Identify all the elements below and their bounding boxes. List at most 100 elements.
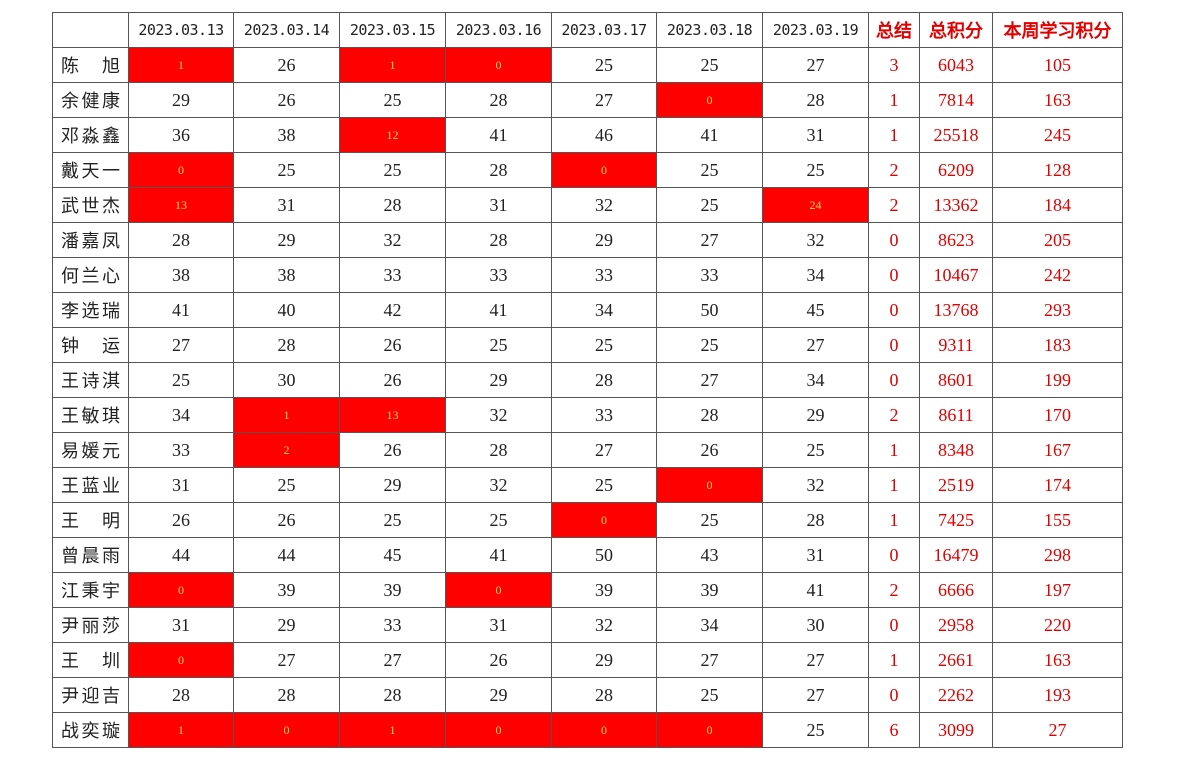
score-cell: 8348 [919, 432, 993, 468]
score-cell: 42 [339, 292, 446, 328]
score-cell: 30 [762, 607, 869, 643]
score-cell: 39 [656, 572, 763, 608]
score-cell: 1 [868, 432, 920, 468]
table-row: 钟 运 27 28 26 25 25 25 27 0 9311 183 [52, 327, 1123, 363]
score-cell: 25 [762, 152, 869, 188]
score-cell: 31 [762, 117, 869, 153]
score-cell: 40 [233, 292, 340, 328]
header-cell: 2023.03.19 [762, 12, 869, 48]
score-cell: 44 [128, 537, 234, 573]
table-row: 王诗淇 25 30 26 29 28 27 34 0 8601 199 [52, 362, 1123, 398]
score-cell: 7425 [919, 502, 993, 538]
score-cell: 25 [551, 327, 657, 363]
score-cell: 174 [992, 467, 1123, 503]
score-cell: 0 [445, 47, 552, 83]
score-cell: 13768 [919, 292, 993, 328]
score-cell: 0 [128, 152, 234, 188]
score-cell: 0 [445, 712, 552, 748]
name-cell: 陈 旭 [52, 47, 129, 83]
score-cell: 33 [656, 257, 763, 293]
score-cell: 39 [233, 572, 340, 608]
score-cell: 39 [339, 572, 446, 608]
score-cell: 24 [762, 187, 869, 223]
score-cell: 1 [128, 712, 234, 748]
table-body: 陈 旭 1 26 1 0 25 25 27 3 6043 105 余健康 29 26 25 28 27 0 28 1 7… [52, 47, 1123, 748]
score-cell: 163 [992, 642, 1123, 678]
score-cell: 41 [445, 117, 552, 153]
table-row: 王 明 26 26 25 25 0 25 28 1 7425 155 [52, 502, 1123, 538]
name-cell: 易媛元 [52, 432, 129, 468]
score-cell: 26 [656, 432, 763, 468]
header-cell: 本周学习积分 [992, 12, 1123, 48]
name-cell: 战奕璇 [52, 712, 129, 748]
score-cell: 245 [992, 117, 1123, 153]
score-cell: 128 [992, 152, 1123, 188]
score-cell: 29 [339, 467, 446, 503]
score-cell: 0 [656, 712, 763, 748]
table-row: 何兰心 38 38 33 33 33 33 34 0 10467 242 [52, 257, 1123, 293]
table-row: 邓淼鑫 36 38 12 41 46 41 31 1 25518 245 [52, 117, 1123, 153]
score-cell: 28 [762, 82, 869, 118]
score-cell: 25 [339, 82, 446, 118]
header-cell: 2023.03.17 [551, 12, 657, 48]
score-cell: 199 [992, 362, 1123, 398]
score-cell: 13 [339, 397, 446, 433]
header-row: 2023.03.13 2023.03.14 2023.03.15 2023.03.16… [52, 12, 1123, 48]
header-cell: 2023.03.13 [128, 12, 234, 48]
name-cell: 江秉宇 [52, 572, 129, 608]
score-cell: 170 [992, 397, 1123, 433]
name-cell: 武世杰 [52, 187, 129, 223]
score-cell: 31 [233, 187, 340, 223]
score-cell: 28 [445, 82, 552, 118]
score-cell: 25 [762, 712, 869, 748]
score-cell: 28 [233, 327, 340, 363]
score-cell: 12 [339, 117, 446, 153]
score-cell: 27 [762, 47, 869, 83]
score-cell: 0 [868, 257, 920, 293]
score-cell: 41 [445, 292, 552, 328]
score-cell: 197 [992, 572, 1123, 608]
table-row: 陈 旭 1 26 1 0 25 25 27 3 6043 105 [52, 47, 1123, 83]
score-cell: 27 [762, 642, 869, 678]
score-cell: 25 [656, 47, 763, 83]
score-cell: 1 [868, 117, 920, 153]
score-cell: 27 [339, 642, 446, 678]
name-cell: 潘嘉凤 [52, 222, 129, 258]
score-cell: 25 [656, 327, 763, 363]
score-cell: 34 [551, 292, 657, 328]
score-cell: 1 [339, 712, 446, 748]
score-cell: 27 [233, 642, 340, 678]
name-cell: 王蓝业 [52, 467, 129, 503]
score-cell: 1 [868, 467, 920, 503]
score-cell: 27 [992, 712, 1123, 748]
header-cell: 2023.03.15 [339, 12, 446, 48]
score-cell: 0 [551, 502, 657, 538]
score-cell: 28 [445, 222, 552, 258]
score-cell: 25 [128, 362, 234, 398]
table-row: 王 圳 0 27 27 26 29 27 27 1 2661 163 [52, 642, 1123, 678]
score-cell: 2661 [919, 642, 993, 678]
score-cell: 0 [868, 292, 920, 328]
name-cell: 何兰心 [52, 257, 129, 293]
score-cell: 38 [128, 257, 234, 293]
score-cell: 46 [551, 117, 657, 153]
score-cell: 36 [128, 117, 234, 153]
score-cell: 28 [128, 677, 234, 713]
score-cell: 105 [992, 47, 1123, 83]
score-cell: 25 [551, 467, 657, 503]
score-cell: 34 [656, 607, 763, 643]
score-cell: 25 [656, 677, 763, 713]
score-cell: 0 [868, 677, 920, 713]
name-cell: 戴天一 [52, 152, 129, 188]
score-cell: 32 [339, 222, 446, 258]
score-cell: 29 [551, 222, 657, 258]
score-cell: 0 [868, 537, 920, 573]
score-cell: 7814 [919, 82, 993, 118]
score-cell: 27 [551, 82, 657, 118]
name-cell: 王 明 [52, 502, 129, 538]
score-cell: 2 [868, 572, 920, 608]
score-cell: 27 [656, 642, 763, 678]
score-cell: 0 [656, 467, 763, 503]
name-cell: 王诗淇 [52, 362, 129, 398]
